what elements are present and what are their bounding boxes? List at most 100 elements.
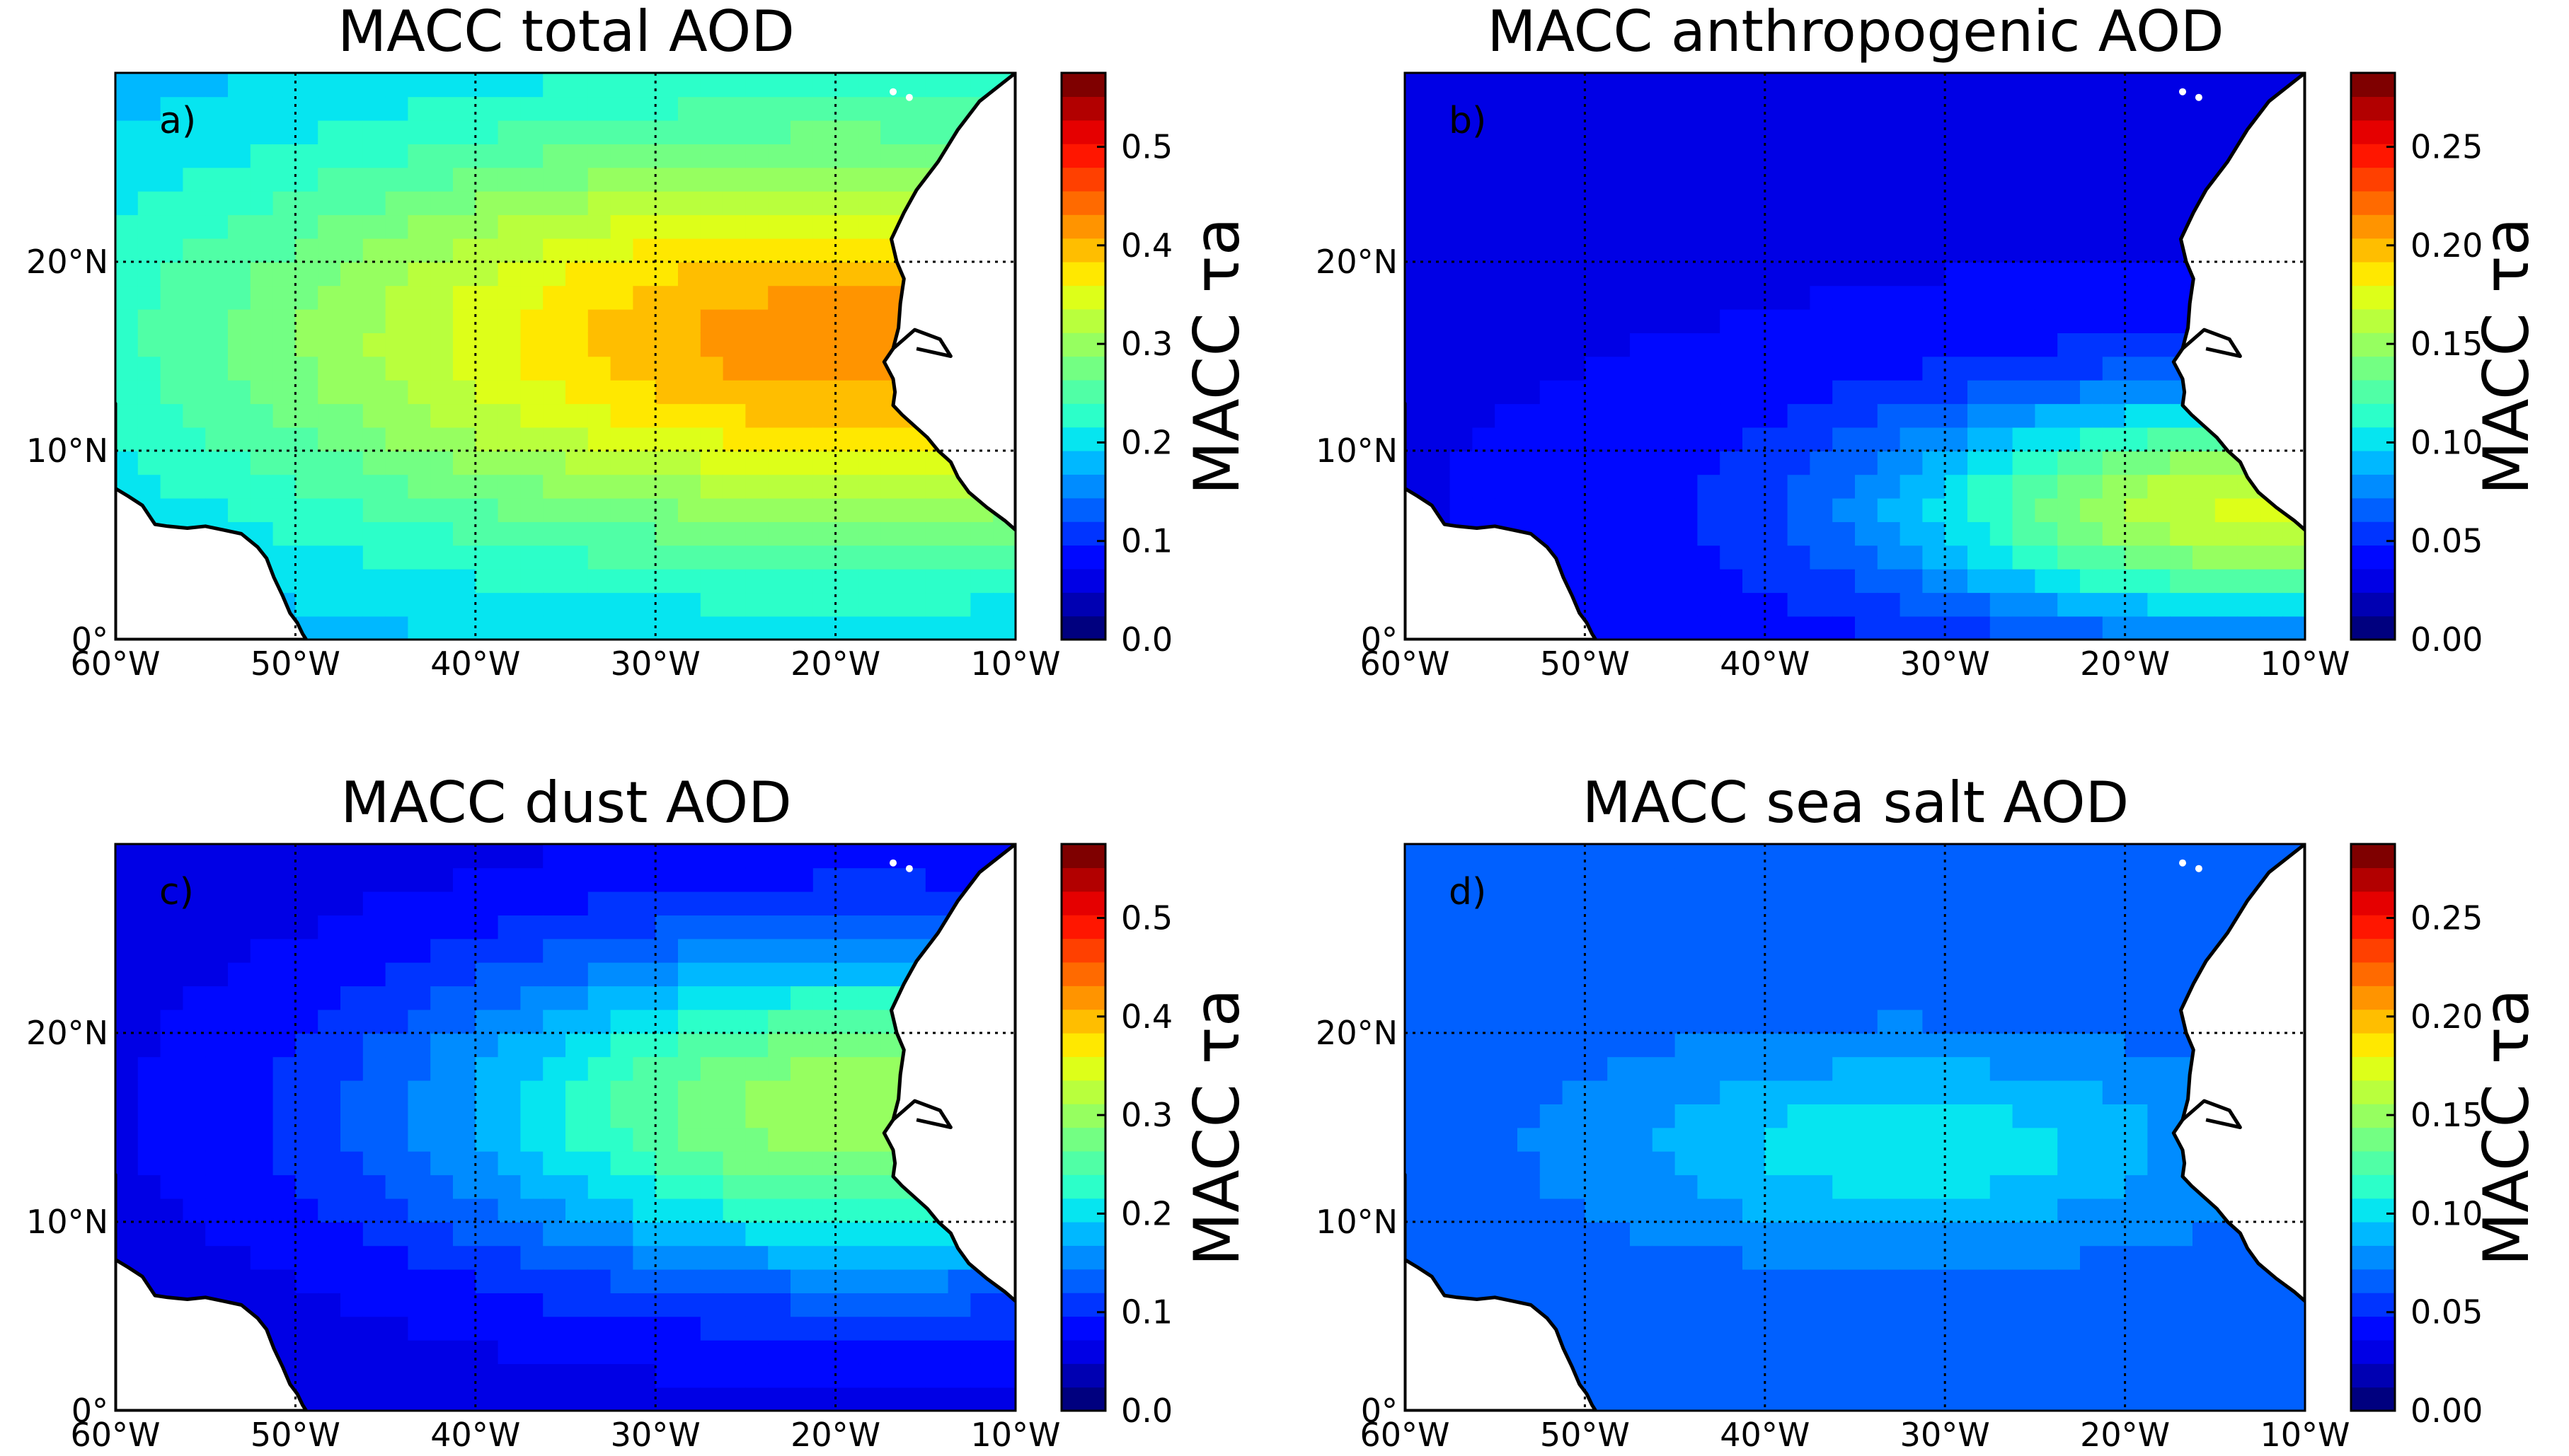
heat-cell — [1922, 451, 1946, 475]
heat-cell — [520, 96, 544, 121]
heat-cell — [835, 938, 859, 963]
heat-cell — [587, 1033, 611, 1058]
x-tick-label: 30°W — [1900, 1416, 1990, 1454]
heat-cell — [295, 915, 318, 940]
heat-cell — [812, 1174, 837, 1199]
heat-cell — [1607, 891, 1631, 915]
heat-cell — [903, 915, 926, 940]
heat-cell — [2080, 1198, 2103, 1223]
heat-cell — [1989, 938, 2013, 963]
heat-cell — [700, 1056, 724, 1081]
heat-cell — [115, 308, 139, 333]
heat-cell — [475, 1269, 499, 1293]
heat-cell — [1539, 938, 1563, 963]
heat-cell — [858, 1198, 881, 1223]
heat-cell — [678, 1245, 701, 1270]
heat-cell — [1922, 867, 1946, 892]
heat-cell — [408, 120, 431, 144]
heat-cell — [498, 1033, 522, 1058]
colorbar-segment — [2351, 1245, 2395, 1270]
heat-cell — [1810, 1222, 1833, 1247]
heat-cell — [1945, 167, 1968, 192]
heat-cell — [1405, 308, 1428, 333]
heat-cell — [2125, 986, 2149, 1010]
heat-cell — [272, 1009, 297, 1034]
heat-cell — [1630, 167, 1653, 192]
heat-cell — [1945, 1387, 1968, 1411]
heat-cell — [205, 938, 229, 963]
heat-cell — [1855, 427, 1878, 451]
heat-cell — [250, 938, 274, 963]
heat-cell — [1517, 1269, 1541, 1293]
heat-cell — [1877, 144, 1901, 168]
heat-cell — [160, 1245, 184, 1270]
heat-cell — [1495, 356, 1518, 381]
heat-cell — [453, 190, 476, 216]
heat-cell — [1630, 961, 1653, 987]
heat-cell — [498, 1363, 522, 1388]
heat-cell — [587, 1339, 611, 1365]
heat-cell — [1742, 592, 1766, 617]
heat-cell — [2102, 96, 2126, 121]
heat-cell — [228, 844, 251, 869]
heat-cell — [2237, 497, 2261, 522]
colorbar-tick-label: 0.05 — [2410, 1293, 2483, 1331]
heat-cell — [565, 214, 589, 239]
heat-cell — [1832, 474, 1856, 499]
heat-cell — [678, 356, 701, 381]
heat-cell — [1922, 474, 1946, 499]
heat-cell — [633, 497, 656, 522]
heat-cell — [633, 1150, 656, 1176]
heat-cell — [2192, 568, 2216, 594]
heat-cell — [723, 167, 747, 192]
colorbar-tick-label: 0.00 — [2410, 1392, 2483, 1430]
heat-cell — [295, 144, 318, 168]
heat-cell — [633, 451, 656, 475]
heat-cell — [768, 379, 791, 405]
heat-cell — [812, 333, 837, 357]
heat-cell — [723, 938, 747, 963]
heat-cell — [587, 1080, 611, 1104]
heat-cell — [1764, 190, 1788, 216]
heat-cell — [1787, 545, 1811, 570]
heat-cell — [1449, 1056, 1473, 1081]
heat-cell — [1720, 961, 1743, 987]
heat-cell — [723, 285, 747, 310]
heat-cell — [183, 379, 206, 405]
heat-cell — [587, 961, 611, 987]
heat-cell — [498, 1222, 522, 1247]
heat-cell — [903, 545, 926, 570]
heat-cell — [1989, 451, 2013, 475]
heat-cell — [543, 427, 566, 451]
heat-cell — [1405, 1056, 1428, 1081]
heat-cell — [835, 1104, 859, 1128]
heat-cell — [700, 1363, 724, 1388]
heat-cell — [1787, 403, 1811, 428]
heat-cell — [2080, 1222, 2103, 1247]
heat-cell — [543, 1198, 566, 1223]
heat-cell — [385, 938, 409, 963]
heat-cell — [2012, 379, 2036, 405]
heat-cell — [1832, 844, 1856, 869]
heat-cell — [228, 403, 251, 428]
heat-cell — [1945, 545, 1968, 570]
heat-cell — [453, 867, 476, 892]
heat-cell — [565, 616, 589, 640]
heat-cell — [745, 167, 769, 192]
heat-cell — [903, 497, 926, 522]
heat-cell — [430, 1387, 454, 1411]
heat-cell — [430, 1127, 454, 1152]
heat-cell — [205, 190, 229, 216]
heat-cell — [812, 1056, 837, 1081]
heat-cell — [1674, 891, 1699, 915]
heat-cell — [655, 616, 679, 640]
heat-cell — [1472, 308, 1495, 333]
y-tick-label: 10°N — [26, 1203, 108, 1241]
heat-cell — [745, 616, 769, 640]
heat-cell — [2012, 1174, 2036, 1199]
heat-cell — [1697, 214, 1720, 239]
heat-cell — [903, 73, 926, 98]
heat-cell — [2080, 356, 2103, 381]
heat-cell — [250, 190, 274, 216]
